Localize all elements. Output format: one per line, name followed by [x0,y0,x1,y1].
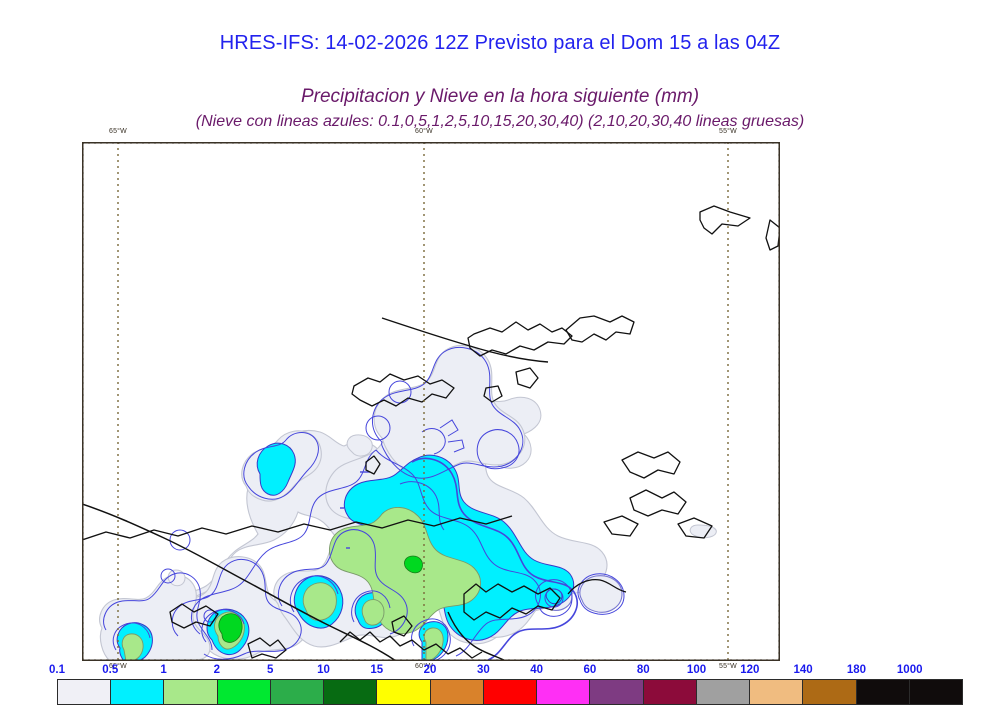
precip-lightgreen-s-cell [302,582,337,621]
colorbar-label-2: 2 [213,664,221,676]
colorbar-label-30: 30 [476,664,490,676]
lon-label-60w: 60°W [415,128,433,135]
colorbar-segment-8[interactable] [483,680,538,704]
colorbar-label-180: 180 [846,664,866,676]
colorbar-label-40: 40 [530,664,544,676]
colorbar-segment-14[interactable] [803,680,857,704]
weather-map-panel: 65°W 60°W 55°W 65°W 60°W 55°W [82,128,780,670]
colorbar-segment-11[interactable] [643,680,697,704]
colorbar-segment-9[interactable] [537,680,591,704]
colorbar-label-0p1: 0.1 [49,664,65,676]
colorbar-label-10: 10 [317,664,330,676]
colorbar-label-1: 1 [160,664,167,676]
colorbar-segment-12[interactable] [696,680,751,704]
lon-label-65w: 65°W [109,128,127,135]
colorbar-segment-15[interactable] [856,680,910,704]
coastlines [82,205,780,661]
lon-label-bottom-55w: 55°W [719,663,737,670]
chart-subtitle-primary: Precipitacion y Nieve en la hora siguien… [300,86,700,107]
lon-label-bottom-65w: 65°W [109,663,127,670]
colorbar-label-140: 140 [793,664,813,676]
colorbar-label-5: 5 [266,664,274,676]
precip-halo-tiny-2 [167,569,186,587]
precip-halo-tiny-1 [346,434,373,457]
colorbar-segment-0[interactable] [58,680,112,704]
colorbar-label-120: 120 [740,664,760,676]
precip-core-brightgreen-sw [218,613,243,643]
precip-lightgreen-s-cell-2 [361,599,385,626]
precip-band-lightgreen-main [329,507,481,635]
precip-band-north-extension [373,344,526,477]
precipitation-colorbar[interactable] [57,679,963,705]
colorbar-segment-7[interactable] [430,680,484,704]
colorbar-segment-6[interactable] [377,680,431,704]
colorbar-label-20: 20 [423,664,437,676]
precip-core-brightgreen-main [404,555,423,574]
colorbar-label-0p5: 0.5 [102,664,119,676]
colorbar-segment-16[interactable] [909,680,962,704]
precip-halo-tiny-3 [689,524,717,539]
colorbar-segment-5[interactable] [324,680,378,704]
colorbar-segment-2[interactable] [164,680,218,704]
gridlines [117,142,729,661]
colorbar-segment-10[interactable] [590,680,644,704]
colorbar-label-60: 60 [583,664,597,676]
precip-band-cyan-main [343,454,575,641]
colorbar-segment-3[interactable] [217,680,271,704]
lon-label-bottom-60w: 60°W [415,663,433,670]
precip-halo-s-cluster-b [99,574,211,661]
colorbar-segment-1[interactable] [111,680,165,704]
colorbar-label-100: 100 [686,664,707,676]
colorbar-label-80: 80 [636,664,650,676]
page-title: HRES-IFS: 14-02-2026 12Z Previsto para e… [219,32,781,54]
weather-map-svg [82,142,780,661]
colorbar-tick-labels: 0.1 0.5 1 2 5 10 15 20 30 40 60 80 100 120 140 180 1000 [0,664,1000,680]
colorbar-label-1000: 1000 [896,664,923,676]
colorbar-segment-13[interactable] [750,680,804,704]
lon-label-55w: 55°W [719,128,737,135]
colorbar-label-15: 15 [370,664,384,676]
chart-subtitle-secondary: (Nieve con lineas azules: 0.1,0,5,1,2,5,… [195,113,805,130]
colorbar-segment-4[interactable] [270,680,325,704]
